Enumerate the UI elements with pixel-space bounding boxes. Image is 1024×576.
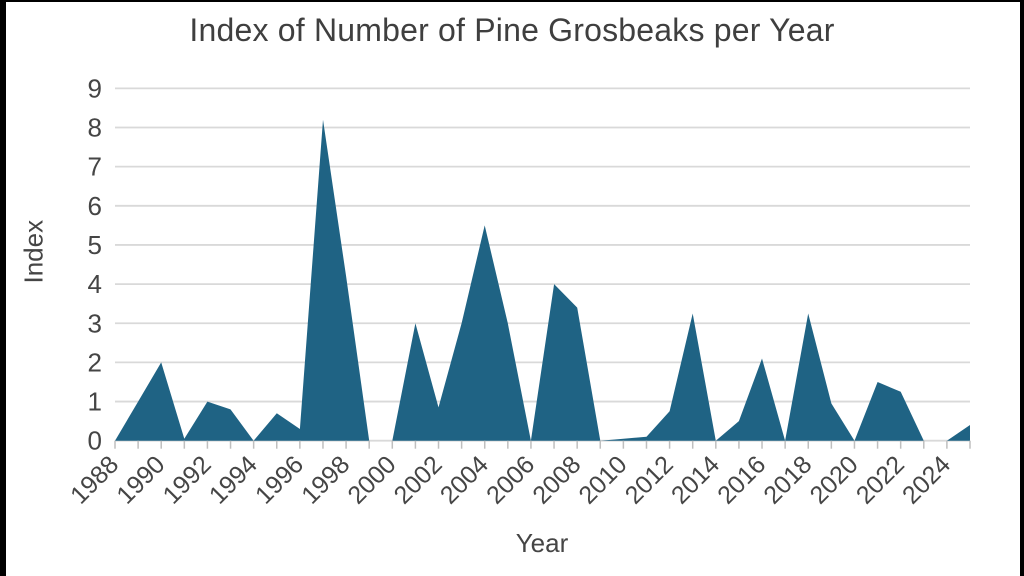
- x-tick-label: 1992: [158, 450, 217, 509]
- x-tick-label: 1994: [204, 450, 263, 509]
- x-tick-label: 2002: [389, 450, 448, 509]
- frame-border-right: [1020, 0, 1024, 576]
- x-tick-label: 2000: [342, 450, 401, 509]
- chart-title: Index of Number of Pine Grosbeaks per Ye…: [189, 12, 835, 48]
- x-tick-label: 2020: [805, 450, 864, 509]
- y-axis-title: Index: [18, 219, 49, 284]
- x-axis-title: Year: [515, 528, 569, 558]
- y-tick-label: 2: [88, 347, 102, 377]
- x-tick-label: 2024: [897, 450, 956, 509]
- frame-border-left: [0, 0, 6, 576]
- frame-border-top: [0, 0, 1024, 2]
- y-tick-label: 1: [88, 387, 102, 417]
- x-tick-label: 2010: [573, 450, 632, 509]
- y-tick-label: 3: [88, 308, 102, 338]
- x-tick-label: 2018: [758, 450, 817, 509]
- x-tick-label: 2022: [851, 450, 910, 509]
- y-tick-label: 7: [88, 152, 102, 182]
- x-tick-label: 1988: [65, 450, 124, 509]
- y-tick-label: 8: [88, 113, 102, 143]
- x-tick-label: 2012: [620, 450, 679, 509]
- y-tick-label: 9: [88, 73, 102, 103]
- y-tick-label: 6: [88, 191, 102, 221]
- x-tick-label: 2014: [666, 450, 725, 509]
- area-series: [115, 119, 970, 441]
- y-tick-label: 4: [88, 269, 102, 299]
- x-tick-label: 1996: [250, 450, 309, 509]
- y-tick-label: 5: [88, 230, 102, 260]
- x-tick-label: 2004: [435, 450, 494, 509]
- x-tick-label: 2006: [481, 450, 540, 509]
- x-tick-label: 1990: [111, 450, 170, 509]
- x-tick-label: 2016: [712, 450, 771, 509]
- x-tick-label: 1998: [296, 450, 355, 509]
- x-tick-label: 2008: [527, 450, 586, 509]
- y-tick-label: 0: [88, 426, 102, 456]
